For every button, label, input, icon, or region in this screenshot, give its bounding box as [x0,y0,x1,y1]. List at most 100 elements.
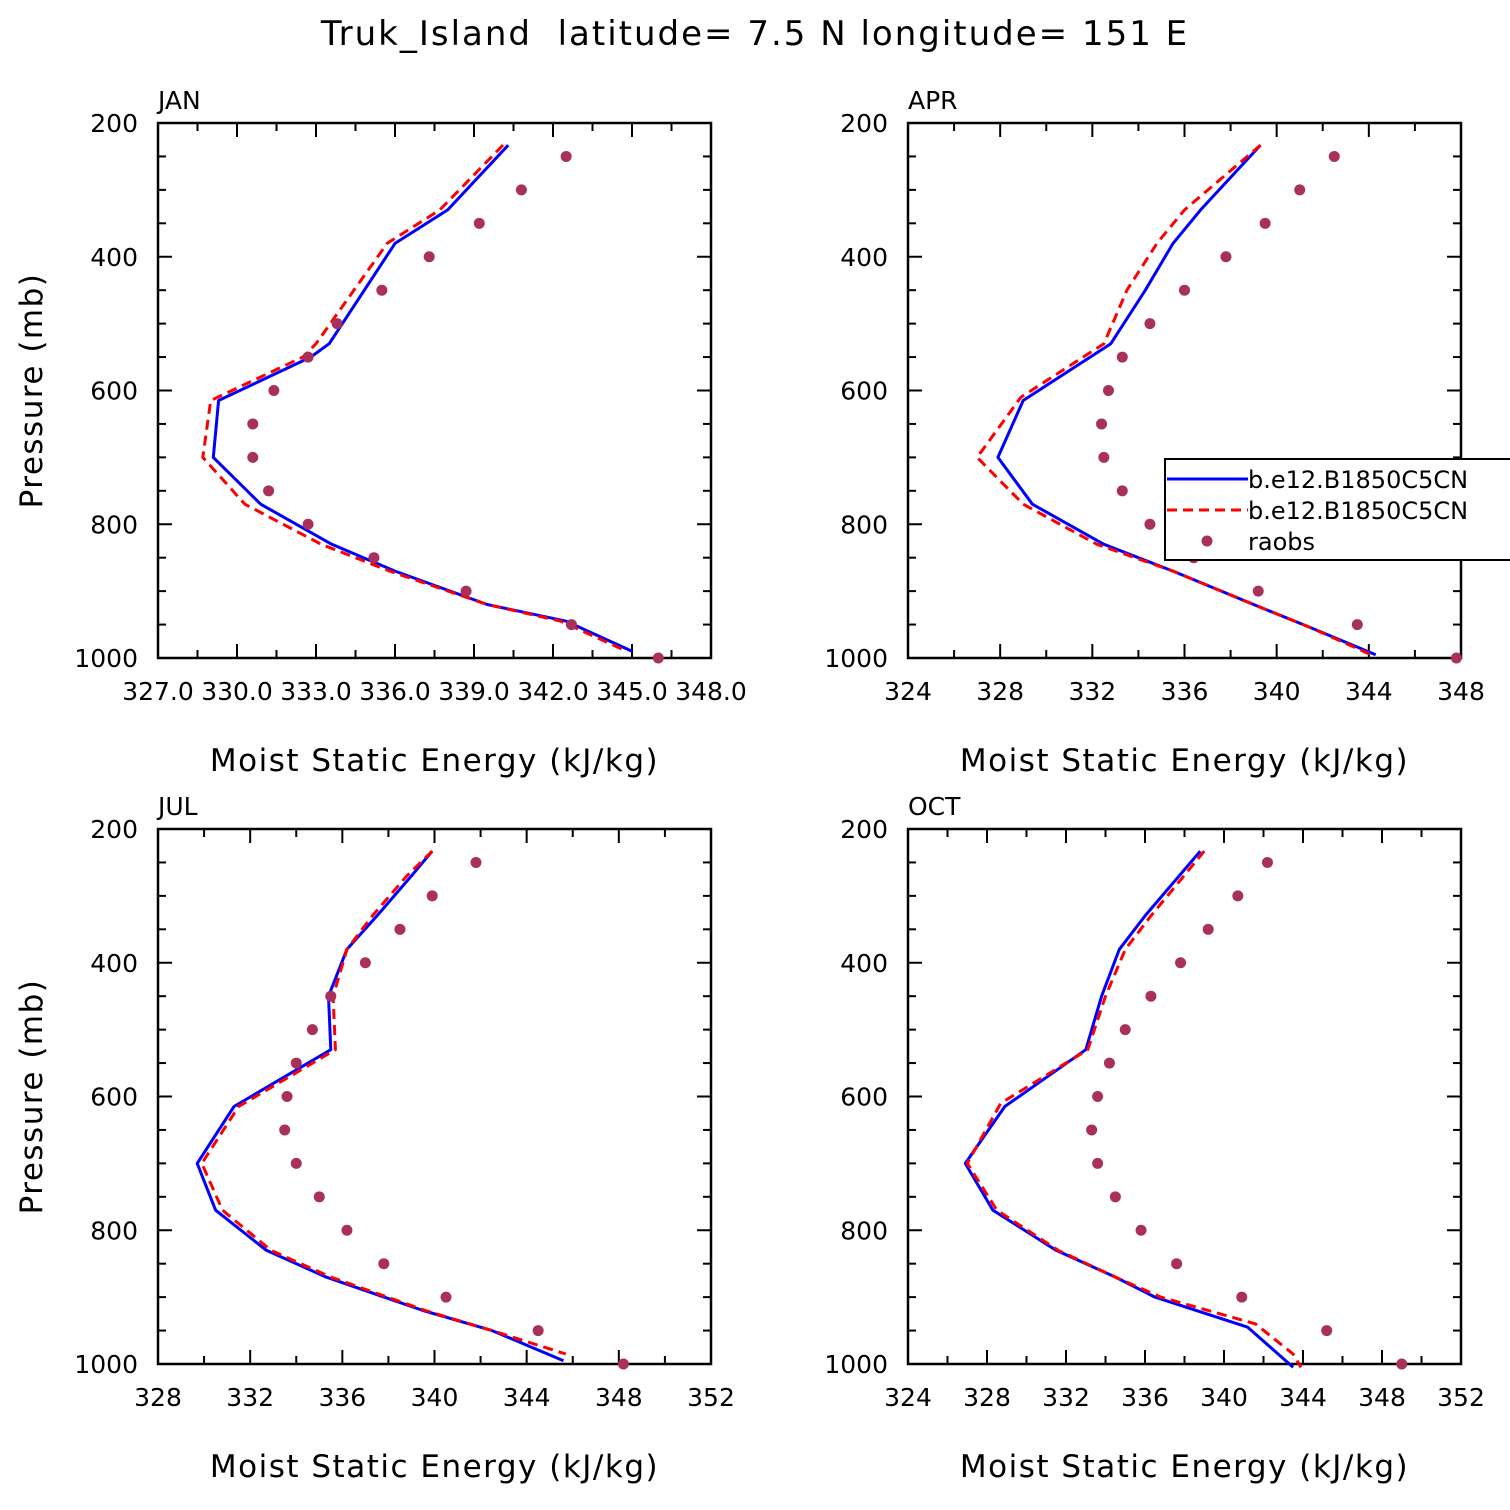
raobs-point [306,1024,318,1036]
x-tick-label: 328 [134,1383,182,1412]
raobs-point [325,990,337,1002]
x-axis-label: Moist Static Energy (kJ/kg) [960,743,1409,779]
x-tick-label: 340 [1200,1383,1248,1412]
raobs-point [1252,585,1264,597]
panel-apr: 200 400 600 800 1000 324 328 332 336 340 344 348 APR… [824,86,1484,779]
x-tick-label: 336 [1121,1383,1169,1412]
raobs-point [1232,890,1244,902]
x-tick-label: 333.0 [280,677,352,706]
series-dashed-line [201,144,628,653]
y-tick-label: 200 [90,109,138,138]
x-tick-label: 348.0 [675,677,747,706]
raobs-point [1261,856,1273,868]
raobs-point [1116,351,1128,363]
x-tick-label: 340 [411,1383,459,1412]
raobs-point [440,1291,452,1303]
raobs-point [341,1224,353,1236]
y-tick-label: 600 [90,377,138,406]
raobs-point [423,251,435,263]
legend-marker-raobs [1201,535,1213,547]
x-axis-label: Moist Static Energy (kJ/kg) [210,1449,659,1485]
series-solid-line [963,850,1295,1369]
raobs-point [1328,150,1340,162]
series-dashed-line [200,850,567,1356]
x-tick-label: 348 [1437,677,1485,706]
raobs-point [263,485,275,497]
raobs-point [565,619,577,631]
x-tick-label: 352 [1437,1383,1485,1412]
y-tick-label: 400 [840,243,888,272]
raobs-point [1179,284,1190,296]
raobs-point [460,585,472,597]
raobs-point [376,284,388,296]
x-tick-label: 336 [318,1383,366,1412]
raobs-point [394,923,406,935]
raobs-point [617,1358,629,1370]
panels: 200 400 600 800 1000 327.0 330.0 333.0 336.0 339.… [14,86,1510,1485]
raobs-point [290,1157,302,1169]
legend-label: raobs [1248,528,1315,556]
raobs-point [281,1091,293,1102]
y-tick-label: 600 [90,1083,138,1112]
raobs-point [1171,1258,1183,1270]
panel-jul: 200 400 600 800 1000 328 332 336 340 344 348 352 JUL… [14,792,735,1485]
x-tick-label: 328 [963,1383,1011,1412]
plot-frame [156,827,713,1366]
y-tick-label: 400 [90,949,138,978]
plot-frame [906,827,1463,1366]
raobs-point [1236,1291,1248,1303]
raobs-point [532,1325,544,1337]
x-axis-label: Moist Static Energy (kJ/kg) [960,1449,1409,1485]
series-dashed-line [975,143,1372,657]
x-tick-label: 336.0 [359,677,431,706]
raobs-point [1144,518,1156,530]
raobs-point [1102,385,1114,396]
raobs-point [470,856,482,868]
y-tick-label: 400 [90,243,138,272]
raobs-point [1145,990,1157,1002]
raobs-point [652,652,664,664]
x-tick-label: 342.0 [517,677,589,706]
raobs-point [247,418,259,430]
raobs-point [247,451,259,463]
panel-title: JUL [156,792,198,821]
raobs-point [1175,957,1187,969]
raobs-point [1220,251,1232,263]
y-tick-label: 800 [90,1216,138,1245]
y-tick-label: 800 [840,510,888,539]
legend-label: b.e12.B1850C5CN [1248,466,1468,494]
x-tick-label: 345.0 [596,677,668,706]
raobs-point [1294,184,1306,196]
raobs-markers [247,150,664,664]
panel-jan: 200 400 600 800 1000 327.0 330.0 333.0 336.0 339.… [14,86,747,779]
x-tick-label: 348 [595,1383,643,1412]
y-tick-label: 200 [840,815,888,844]
x-tick-label: 340 [1253,677,1301,706]
raobs-point [1086,1124,1098,1136]
x-tick-label: 324 [884,1383,932,1412]
raobs-point [290,1057,302,1069]
raobs-point [302,518,314,530]
raobs-point [1135,1224,1147,1236]
raobs-point [1259,217,1271,229]
x-tick-label: 344 [1279,1383,1327,1412]
y-tick-label: 1000 [824,644,888,673]
raobs-point [279,1124,291,1136]
x-tick-label: 348 [1358,1383,1406,1412]
x-axis-label: Moist Static Energy (kJ/kg) [210,743,659,779]
x-tick-label: 327.0 [122,677,194,706]
y-tick-label: 200 [840,109,888,138]
series-solid-line [195,850,565,1363]
raobs-point [1116,485,1128,497]
plot-frame [906,121,1463,660]
y-tick-label: 1000 [74,644,138,673]
raobs-point [1109,1191,1121,1203]
legend: b.e12.B1850C5CN b.e12.B1850C5CN raobs [1164,458,1510,561]
raobs-point [1103,1057,1115,1069]
panel-title: JAN [156,86,201,115]
raobs-point [473,217,485,229]
raobs-point [1119,1024,1131,1036]
raobs-point [1144,318,1156,330]
y-tick-label: 200 [90,815,138,844]
